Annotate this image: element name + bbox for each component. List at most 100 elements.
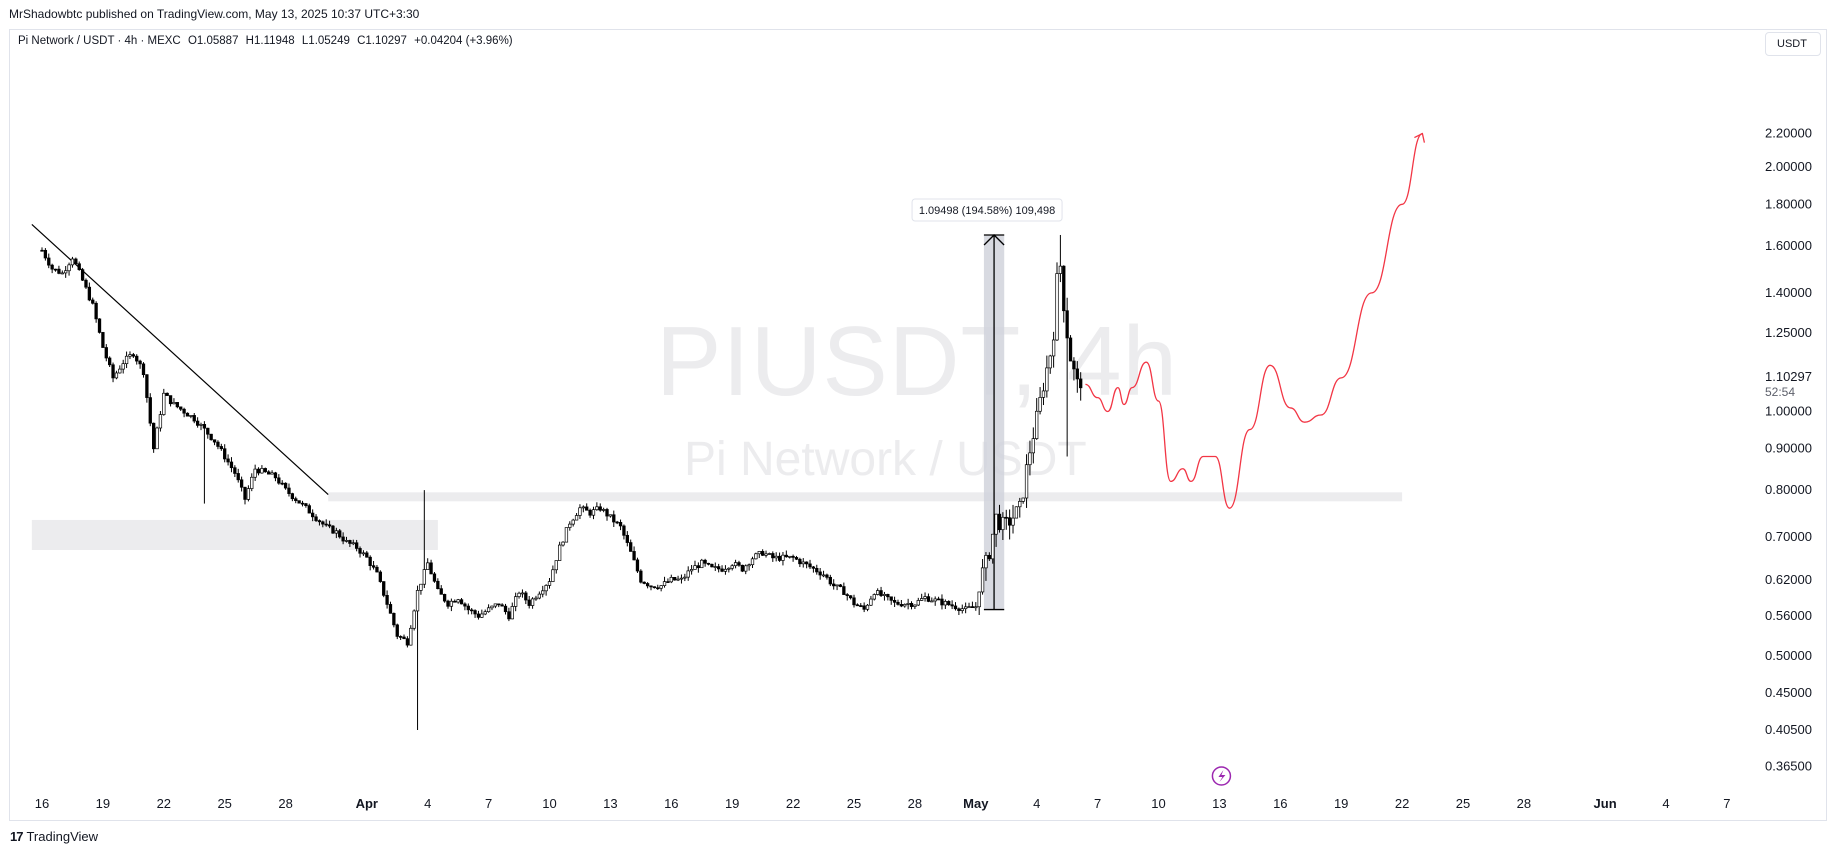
x-tick-label: 7 xyxy=(485,796,492,811)
y-tick-label: 2.00000 xyxy=(1765,159,1812,174)
candle-body xyxy=(135,355,139,362)
y-tick-label: 2.20000 xyxy=(1765,126,1812,141)
candle-body xyxy=(168,395,173,405)
x-tick-label: 22 xyxy=(157,796,171,811)
candle-body xyxy=(544,585,548,592)
candle-body xyxy=(348,540,352,544)
candle-body xyxy=(974,606,978,609)
x-tick-label: 25 xyxy=(1456,796,1470,811)
tradingview-logo[interactable]: 17 TradingView xyxy=(10,829,98,844)
candle-body xyxy=(557,544,562,561)
candle-body xyxy=(764,553,768,556)
candle-body xyxy=(615,521,619,524)
candle-body xyxy=(402,636,406,640)
candle-body xyxy=(294,498,298,501)
x-tick-label: 10 xyxy=(542,796,556,811)
candle-body xyxy=(662,581,667,586)
candle-body xyxy=(977,591,981,608)
candle-body xyxy=(480,613,484,618)
currency-button[interactable]: USDT xyxy=(1765,32,1821,56)
candle-body xyxy=(236,473,240,481)
candle-body xyxy=(145,374,149,398)
candle-body xyxy=(889,596,893,601)
candle-body xyxy=(598,506,602,511)
candle-body xyxy=(297,500,301,504)
x-tick-label: 22 xyxy=(786,796,800,811)
x-tick-label: 19 xyxy=(1334,796,1348,811)
candle-body xyxy=(798,558,802,565)
candle-body xyxy=(108,357,112,366)
candle-body xyxy=(794,557,799,560)
candle-body xyxy=(933,598,937,602)
downtrend-line[interactable] xyxy=(31,224,329,495)
candle-body xyxy=(324,523,328,526)
candle-body xyxy=(152,422,156,450)
candle-body xyxy=(219,446,223,450)
symbol-name[interactable]: Pi Network / USDT · 4h · MEXC xyxy=(18,35,181,47)
candle-body xyxy=(645,583,650,587)
candle-body xyxy=(740,564,744,572)
candle-body xyxy=(43,249,48,259)
candle-body xyxy=(1035,410,1039,439)
support-zone-1[interactable] xyxy=(31,519,438,550)
candle-body xyxy=(392,612,396,626)
y-tick-label: 0.62000 xyxy=(1765,572,1812,587)
candle-body xyxy=(97,318,102,333)
candle-body xyxy=(737,562,741,566)
candle-body xyxy=(280,482,284,485)
candle-body xyxy=(821,574,826,577)
y-tick-label: 1.60000 xyxy=(1765,238,1812,253)
candle-body xyxy=(459,599,464,605)
candle-body xyxy=(267,471,271,475)
candle-body xyxy=(923,596,927,599)
candle-body xyxy=(449,600,454,607)
candle-body xyxy=(666,581,670,583)
candle-body xyxy=(848,595,853,599)
candle-body xyxy=(551,569,555,582)
candle-body xyxy=(899,604,904,607)
candle-body xyxy=(216,441,220,447)
y-tick-label: 1.00000 xyxy=(1765,403,1812,418)
candle-body xyxy=(442,593,447,602)
candle-body xyxy=(689,569,694,572)
candle-body xyxy=(547,581,552,586)
candle-body xyxy=(486,607,491,613)
candle-body xyxy=(882,593,887,596)
candle-body xyxy=(1004,516,1008,519)
x-tick-label: 4 xyxy=(1662,796,1669,811)
candle-body xyxy=(361,552,366,555)
candle-body xyxy=(534,597,538,600)
candle-body xyxy=(104,347,108,359)
measure-label: 1.09498 (194.58%) 109,498 xyxy=(919,205,1055,217)
candle-body xyxy=(717,566,721,570)
candle-body xyxy=(991,533,995,560)
candle-body xyxy=(703,559,707,564)
candle-body xyxy=(503,605,508,613)
candle-body xyxy=(53,268,58,271)
candle-body xyxy=(1011,517,1015,526)
candle-body xyxy=(832,583,836,587)
candle-body xyxy=(825,574,829,578)
candle-body xyxy=(128,354,132,357)
candle-body xyxy=(1024,464,1029,499)
ohlc-close: C1.10297 xyxy=(357,35,407,47)
publisher-line: MrShadowbtc published on TradingView.com… xyxy=(9,7,420,21)
candle-body xyxy=(60,272,64,275)
candle-body xyxy=(358,548,362,554)
y-tick-label: 0.80000 xyxy=(1765,482,1812,497)
projection-path[interactable] xyxy=(1085,132,1423,509)
measure-arrow-head xyxy=(983,234,1005,246)
candle-body xyxy=(574,515,579,521)
x-tick-label: 16 xyxy=(1273,796,1287,811)
candle-body xyxy=(530,598,535,606)
candle-body xyxy=(845,594,849,597)
candle-body xyxy=(375,566,379,573)
support-zone-2[interactable] xyxy=(328,492,1403,502)
candle-body xyxy=(253,468,257,478)
candle-body xyxy=(601,509,606,511)
x-tick-label: May xyxy=(963,796,989,811)
candle-body xyxy=(693,565,697,570)
ohlc-open: O1.05887 xyxy=(187,35,239,47)
candle-body xyxy=(287,487,291,494)
